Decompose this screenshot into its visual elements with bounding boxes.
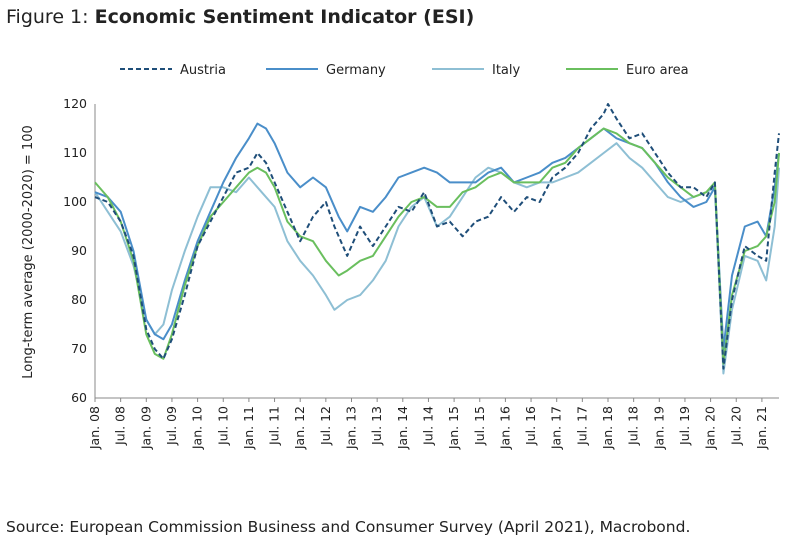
x-tick-label: Jul. 13 bbox=[369, 406, 384, 446]
plot-area bbox=[94, 103, 780, 375]
x-tick-label: Jan. 09 bbox=[138, 406, 153, 450]
figure-title: Figure 1: Economic Sentiment Indicator (… bbox=[6, 6, 474, 28]
series-line-italy bbox=[94, 142, 780, 375]
x-tick-label: Jan. 19 bbox=[651, 406, 666, 450]
x-tick-label: Jan. 10 bbox=[190, 406, 205, 450]
x-tick-label: Jan. 18 bbox=[600, 406, 615, 450]
series-line-austria bbox=[94, 103, 780, 370]
x-tick-label: Jan. 14 bbox=[395, 406, 410, 450]
y-tick-label: 120 bbox=[63, 96, 87, 111]
x-tick-label: Jan. 15 bbox=[446, 406, 461, 450]
legend-label: Germany bbox=[326, 63, 386, 78]
series-line-germany bbox=[94, 122, 780, 350]
x-tick-label: Jul. 16 bbox=[523, 406, 538, 446]
y-tick-label: 110 bbox=[63, 145, 87, 160]
y-tick-label: 90 bbox=[71, 243, 87, 258]
x-tick-label: Jan. 08 bbox=[87, 406, 102, 450]
chart-title: Economic Sentiment Indicator (ESI) bbox=[94, 6, 475, 28]
y-tick-label: 70 bbox=[71, 341, 87, 356]
x-tick-label: Jan. 13 bbox=[344, 406, 359, 450]
x-tick-label: Jul. 11 bbox=[267, 406, 282, 446]
x-tick-label: Jan. 21 bbox=[754, 406, 769, 450]
y-tick-label: 80 bbox=[71, 292, 87, 307]
y-axis: 60 70 80 90 100 110 120 bbox=[63, 96, 96, 405]
legend-label: Euro area bbox=[626, 63, 689, 78]
x-tick-label: Jan. 17 bbox=[549, 406, 564, 450]
x-tick-label: Jan. 12 bbox=[292, 406, 307, 450]
x-tick-label: Jan. 11 bbox=[241, 406, 256, 450]
x-tick-label: Jul. 17 bbox=[574, 406, 589, 446]
y-axis-title: Long-term average (2000-2020) = 100 bbox=[21, 125, 36, 378]
legend-label: Italy bbox=[492, 63, 521, 78]
x-tick-label: Jan. 16 bbox=[497, 406, 512, 450]
chart-legend: Austria Germany Italy Euro area bbox=[120, 63, 689, 78]
y-tick-label: 60 bbox=[71, 390, 87, 405]
x-tick-label: Jul. 18 bbox=[626, 406, 641, 446]
legend-label: Austria bbox=[180, 63, 226, 78]
x-tick-label: Jul. 10 bbox=[215, 406, 230, 446]
x-tick-label: Jul. 20 bbox=[728, 406, 743, 446]
x-tick-label: Jul. 09 bbox=[164, 406, 179, 446]
x-tick-label: Jan. 20 bbox=[703, 406, 718, 450]
source-note: Source: European Commission Business and… bbox=[6, 518, 691, 536]
series-line-euro-area bbox=[94, 127, 780, 365]
x-tick-label: Jul. 19 bbox=[677, 406, 692, 446]
figure-number: Figure 1: bbox=[6, 6, 95, 28]
x-tick-label: Jul. 15 bbox=[472, 406, 487, 446]
x-axis: Jan. 08 Jul. 08 Jan. 09 Jul. 09 Jan. 10 Jul. … bbox=[87, 397, 779, 450]
y-tick-label: 100 bbox=[63, 194, 87, 209]
x-tick-label: Jul. 08 bbox=[113, 406, 128, 446]
x-tick-label: Jul. 14 bbox=[420, 406, 435, 446]
x-tick-label: Jul. 12 bbox=[318, 406, 333, 446]
